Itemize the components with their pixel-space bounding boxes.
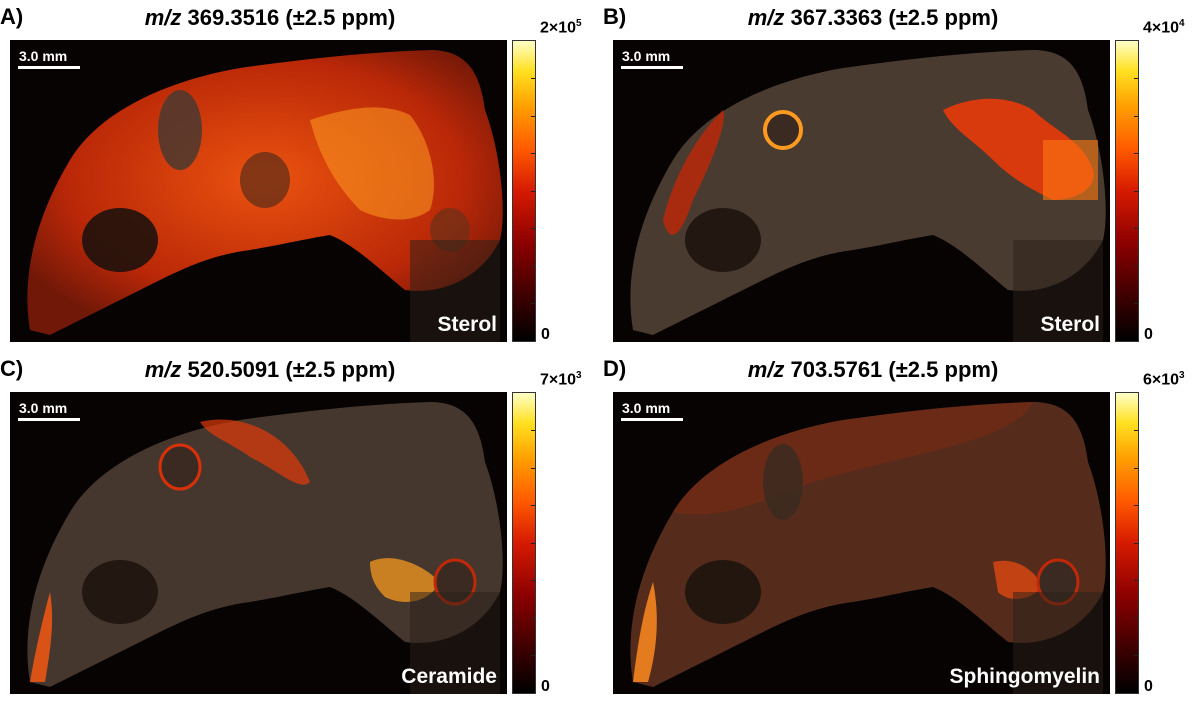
tissue-outline bbox=[27, 402, 503, 687]
panel-title: m/z 369.3516 (±2.5 ppm) bbox=[0, 5, 540, 31]
scale-bar-label: 3.0 mm bbox=[19, 48, 68, 64]
tissue-section bbox=[630, 50, 1106, 342]
lipid-class-label: Sterol bbox=[437, 313, 497, 336]
tissue-section bbox=[27, 402, 503, 694]
colorbar-max: 6×103 bbox=[1143, 370, 1185, 389]
mz-value: 520.5091 (±2.5 ppm) bbox=[187, 357, 396, 382]
panel-letter: C) bbox=[0, 356, 24, 381]
mz-prefix: m/z bbox=[144, 357, 182, 382]
ring-structure bbox=[763, 110, 803, 150]
panel-letter: A) bbox=[0, 4, 24, 29]
colorbar-max: 4×104 bbox=[1143, 18, 1185, 37]
colorbar-min: 0 bbox=[1144, 678, 1153, 695]
colorbar-max: 7×103 bbox=[540, 370, 582, 389]
scale-bar-label: 3.0 mm bbox=[622, 400, 671, 416]
lipid-class-label: Sterol bbox=[1040, 313, 1100, 336]
mz-prefix: m/z bbox=[747, 357, 785, 382]
colorbar bbox=[1115, 40, 1139, 342]
panel-title: m/z 367.3363 (±2.5 ppm) bbox=[603, 5, 1143, 31]
mz-prefix: m/z bbox=[144, 5, 182, 30]
colorbar bbox=[512, 392, 536, 694]
scale-bar bbox=[18, 66, 80, 69]
panel-title: m/z 703.5761 (±2.5 ppm) bbox=[603, 357, 1143, 383]
panel-letter: B) bbox=[603, 4, 627, 29]
colorbar-max: 2×105 bbox=[540, 18, 582, 37]
lipid-class-label: Sphingomyelin bbox=[949, 665, 1100, 688]
ion-image: 3.0 mm Sterol bbox=[10, 40, 507, 342]
scale-bar-label: 3.0 mm bbox=[622, 48, 671, 64]
ion-image: 3.0 mm Sterol bbox=[613, 40, 1110, 342]
mz-value: 367.3363 (±2.5 ppm) bbox=[790, 5, 999, 30]
panel-c: C) m/z 520.5091 (±2.5 ppm) 3.0 mm Cerami… bbox=[0, 352, 600, 704]
scale-bar bbox=[621, 418, 683, 421]
panel-b: B) m/z 367.3363 (±2.5 ppm) 3.0 mm Sterol… bbox=[603, 0, 1200, 352]
mz-value: 703.5761 (±2.5 ppm) bbox=[790, 357, 999, 382]
scale-bar bbox=[18, 418, 80, 421]
colorbar bbox=[512, 40, 536, 342]
scale-bar bbox=[621, 66, 683, 69]
ring-structure bbox=[158, 443, 202, 491]
mz-value: 369.3516 (±2.5 ppm) bbox=[187, 5, 396, 30]
panel-title: m/z 520.5091 (±2.5 ppm) bbox=[0, 357, 540, 383]
colorbar-min: 0 bbox=[541, 326, 550, 343]
organ-cavity bbox=[158, 90, 202, 170]
panel-letter: D) bbox=[603, 356, 627, 381]
panel-a: A) m/z 369.3516 (±2.5 ppm) 3.0 mm Sterol bbox=[0, 0, 600, 352]
scale-bar-label: 3.0 mm bbox=[19, 400, 68, 416]
tissue-section bbox=[630, 402, 1106, 694]
ion-image: 3.0 mm Sphingomyelin bbox=[613, 392, 1110, 694]
colorbar bbox=[1115, 392, 1139, 694]
ion-image: 3.0 mm Ceramide bbox=[10, 392, 507, 694]
mz-prefix: m/z bbox=[747, 5, 785, 30]
colorbar-min: 0 bbox=[541, 678, 550, 695]
lipid-class-label: Ceramide bbox=[401, 665, 497, 688]
colorbar-min: 0 bbox=[1144, 326, 1153, 343]
panel-d: D) m/z 703.5761 (±2.5 ppm) 3.0 mm Sphing… bbox=[603, 352, 1200, 704]
tissue-section bbox=[27, 50, 503, 342]
